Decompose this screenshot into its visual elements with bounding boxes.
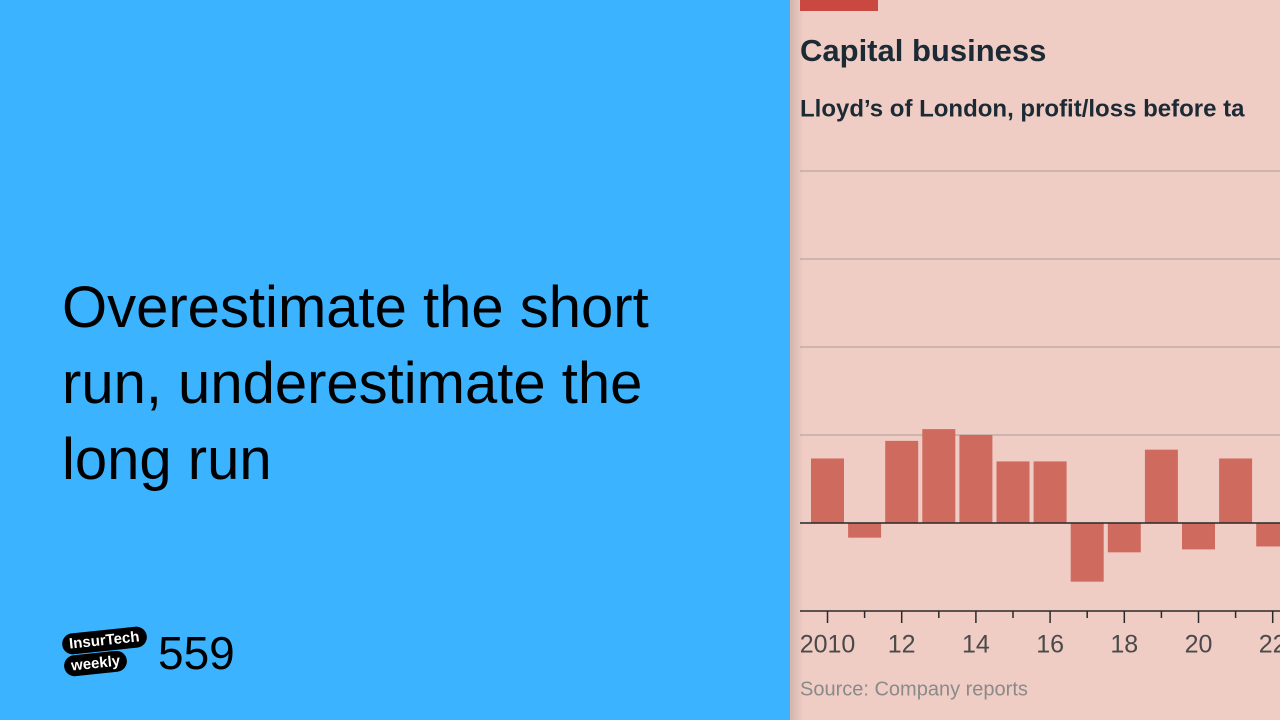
left-panel: Overestimate the short run, underestimat…	[0, 0, 790, 720]
x-tick-label: 2010	[800, 631, 856, 659]
headline: Overestimate the short run, underestimat…	[62, 275, 649, 492]
bar	[885, 440, 919, 523]
x-tick-label: 14	[962, 631, 990, 659]
accent-bar	[800, 0, 878, 11]
x-tick-label: 16	[1036, 631, 1064, 659]
bar	[1070, 523, 1104, 582]
bar	[811, 458, 844, 523]
bar	[1219, 458, 1253, 523]
bar	[996, 461, 1030, 523]
bar	[1107, 523, 1141, 553]
shadow	[790, 0, 804, 720]
issue-number: 559	[158, 627, 235, 679]
bar	[1033, 461, 1067, 523]
source: Source: Company reports	[800, 678, 1028, 700]
x-tick-label: 20	[1185, 631, 1213, 659]
chart-title: Capital business	[800, 33, 1046, 68]
x-tick-label: 12	[888, 631, 916, 659]
chart: Capital business Lloyd’s of London, prof…	[790, 0, 1280, 720]
bar	[1182, 523, 1215, 550]
bar	[1144, 449, 1178, 523]
x-tick-label: 22	[1259, 631, 1280, 659]
bar	[1256, 523, 1280, 547]
logo-line1: InsurTech	[61, 625, 148, 656]
chart-subtitle: Lloyd’s of London, profit/loss before ta	[800, 95, 1245, 122]
bar	[922, 429, 956, 523]
chart-panel: Capital business Lloyd’s of London, prof…	[790, 0, 1280, 720]
bar	[959, 435, 993, 523]
x-tick-label: 18	[1110, 631, 1138, 659]
bar	[848, 523, 882, 538]
